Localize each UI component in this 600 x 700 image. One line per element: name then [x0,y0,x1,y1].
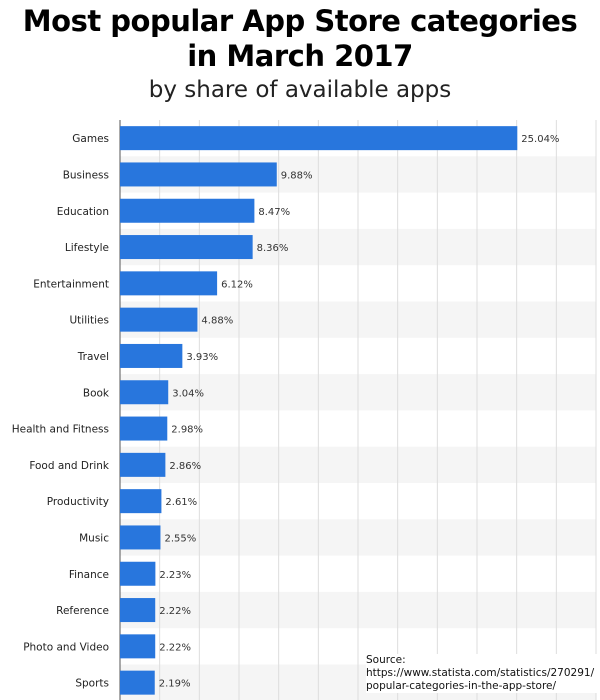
value-label: 3.93% [186,352,218,363]
value-label: 8.47% [258,207,290,218]
category-label: Business [63,169,109,181]
bar-finance [120,561,156,586]
bar-health-and-fitness [120,416,168,441]
bar-games [120,126,518,151]
value-label: 2.55% [164,533,196,544]
value-label: 6.12% [221,279,253,290]
category-label: Lifestyle [65,242,109,254]
value-label: 4.88% [201,316,233,327]
value-label: 2.61% [165,497,197,508]
value-label: 25.04% [521,134,559,145]
value-label: 2.22% [159,606,191,617]
bar-reference [120,598,156,623]
value-label: 2.86% [169,461,201,472]
value-label: 2.23% [159,570,191,581]
category-label: Reference [56,605,109,617]
category-label: Productivity [47,496,109,508]
value-label: 2.98% [171,425,203,436]
source-label: Source: [366,654,406,666]
value-label: 9.88% [281,170,313,181]
chart-title: Most popular App Store categories in Mar… [0,4,600,74]
category-label: Finance [69,569,109,581]
bar-travel [120,343,183,368]
source-url-line-2: popular-categories-in-the-app-store/ [366,680,557,692]
chart-title-line-1: Most popular App Store categories [22,4,578,38]
source-note: Source: https://www.statista.com/statist… [366,654,598,693]
bar-education [120,198,255,223]
category-label: Music [79,532,109,544]
category-label: Food and Drink [29,460,110,472]
bar-entertainment [120,271,218,296]
bar-photo-and-video [120,634,156,659]
bar-sports [120,670,155,695]
bar-lifestyle [120,235,253,260]
category-label: Games [72,133,109,145]
category-label: Health and Fitness [12,424,109,436]
category-label: Education [57,206,109,218]
category-label: Sports [75,678,109,690]
category-label: Photo and Video [23,641,109,653]
category-label: Entertainment [33,278,109,290]
bar-business [120,162,277,187]
category-label: Utilities [69,315,109,327]
bar-music [120,525,161,550]
value-label: 2.22% [159,642,191,653]
value-label: 3.04% [172,388,204,399]
chart-subtitle: by share of available apps [148,77,452,103]
value-label: 2.19% [159,679,191,690]
bar-utilities [120,307,198,332]
bar-book [120,380,169,405]
bar-productivity [120,489,162,514]
category-label: Book [83,387,110,399]
bar-food-and-drink [120,452,166,477]
value-label: 8.36% [257,243,289,254]
category-label: Travel [77,351,109,363]
source-url-line-1: https://www.statista.com/statistics/2702… [366,667,595,679]
chart-title-line-2: in March 2017 [187,39,413,73]
